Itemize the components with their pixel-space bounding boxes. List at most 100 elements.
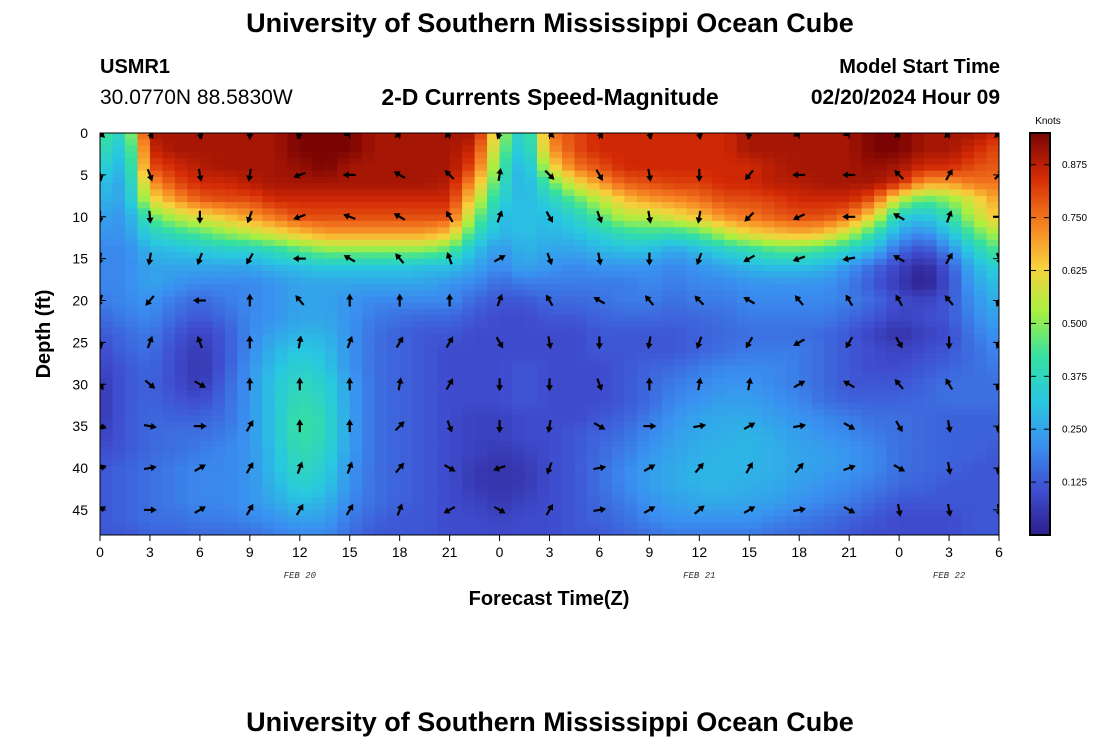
heatmap-cell: [312, 208, 326, 216]
heatmap-cell: [699, 421, 713, 429]
heatmap-cell: [387, 227, 401, 234]
heatmap-cell: [224, 453, 238, 461]
heatmap-cell: [849, 239, 863, 247]
heatmap-cell: [387, 315, 401, 322]
heatmap-cell: [399, 434, 413, 442]
heatmap-cell: [786, 195, 800, 203]
heatmap-cell: [911, 465, 925, 473]
heatmap-cell: [924, 296, 937, 303]
heatmap-cell: [899, 334, 912, 341]
heatmap-cell: [287, 139, 301, 146]
heatmap-cell: [474, 334, 488, 341]
heatmap-cell: [100, 233, 113, 241]
heatmap-cell: [636, 290, 650, 297]
current-vector-arrow: [945, 252, 953, 265]
heatmap-cell: [199, 315, 213, 322]
heatmap-cell: [924, 428, 937, 435]
heatmap-cell: [299, 440, 313, 448]
heatmap-cell: [724, 384, 738, 391]
heatmap-cell: [174, 415, 188, 423]
heatmap-cell: [624, 327, 638, 335]
heatmap-cell: [449, 484, 463, 492]
heatmap-cell: [262, 252, 276, 260]
heatmap-cell: [836, 472, 850, 479]
heatmap-cell: [337, 497, 351, 504]
heatmap-cell: [599, 491, 613, 498]
heatmap-cell: [724, 227, 738, 234]
heatmap-cell: [761, 459, 775, 467]
heatmap-cell: [262, 220, 276, 228]
current-vector-arrow: [895, 336, 903, 349]
heatmap-cell: [337, 516, 351, 523]
heatmap-cell: [474, 415, 488, 423]
heatmap-cell: [424, 365, 438, 373]
heatmap-cell: [324, 415, 338, 423]
heatmap-cell: [586, 189, 600, 197]
heatmap-cell: [474, 377, 488, 385]
heatmap-cell: [874, 503, 888, 511]
heatmap-cell: [799, 202, 813, 209]
heatmap-cell: [786, 264, 800, 272]
current-vector-arrow: [946, 210, 953, 223]
heatmap-cell: [936, 509, 950, 517]
heatmap-cell: [549, 296, 563, 303]
heatmap-cell: [349, 484, 363, 492]
current-vector-arrow: [893, 213, 905, 221]
heatmap-cell: [262, 472, 276, 479]
heatmap-cell: [736, 145, 750, 153]
heatmap-cell: [324, 434, 338, 442]
heatmap-cell: [749, 403, 763, 410]
heatmap-cell: [761, 340, 775, 347]
heatmap-cell: [649, 434, 663, 442]
heatmap-cell: [774, 308, 788, 316]
heatmap-cell: [624, 390, 638, 398]
heatmap-cell: [574, 220, 588, 228]
heatmap-cell: [437, 264, 451, 272]
heatmap-cell: [412, 371, 426, 379]
heatmap-cell: [362, 202, 376, 209]
heatmap-cell: [337, 145, 351, 153]
heatmap-cell: [786, 208, 800, 216]
heatmap-cell: [212, 296, 226, 303]
heatmap-cell: [911, 352, 925, 360]
heatmap-cell: [512, 334, 525, 341]
heatmap-cell: [162, 403, 176, 410]
heatmap-cell: [374, 415, 388, 423]
heatmap-cell: [824, 239, 838, 247]
heatmap-cell: [824, 503, 838, 511]
heatmap-cell: [324, 334, 338, 341]
heatmap-cell: [724, 246, 738, 253]
heatmap-cell: [124, 503, 138, 511]
heatmap-cell: [561, 296, 575, 303]
heatmap-cell: [649, 484, 663, 492]
heatmap-cell: [374, 315, 388, 322]
heatmap-cell: [274, 183, 288, 190]
heatmap-cell: [137, 459, 151, 467]
heatmap-cell: [661, 170, 675, 178]
heatmap-cell: [274, 227, 288, 234]
heatmap-cell: [736, 503, 750, 511]
heatmap-cell: [611, 133, 625, 140]
heatmap-cell: [337, 447, 351, 454]
heatmap-cell: [674, 176, 688, 184]
heatmap-cell: [749, 415, 763, 423]
heatmap-cell: [636, 176, 650, 184]
heatmap-cell: [824, 359, 838, 366]
heatmap-cell: [886, 447, 900, 454]
y-tick-label: 45: [72, 502, 88, 518]
heatmap-cell: [487, 340, 500, 347]
heatmap-cell: [749, 352, 763, 360]
heatmap-cell: [299, 352, 313, 360]
heatmap-cell: [636, 359, 650, 366]
heatmap-cell: [412, 365, 426, 373]
heatmap-cell: [974, 390, 987, 398]
heatmap-cell: [886, 509, 900, 517]
heatmap-cell: [836, 459, 850, 467]
heatmap-cell: [474, 440, 488, 448]
heatmap-cell: [274, 359, 288, 366]
heatmap-cell: [187, 503, 201, 511]
heatmap-cell: [412, 421, 426, 429]
heatmap-cell: [624, 409, 638, 417]
heatmap-cell: [774, 516, 788, 523]
heatmap-cell: [224, 220, 238, 228]
